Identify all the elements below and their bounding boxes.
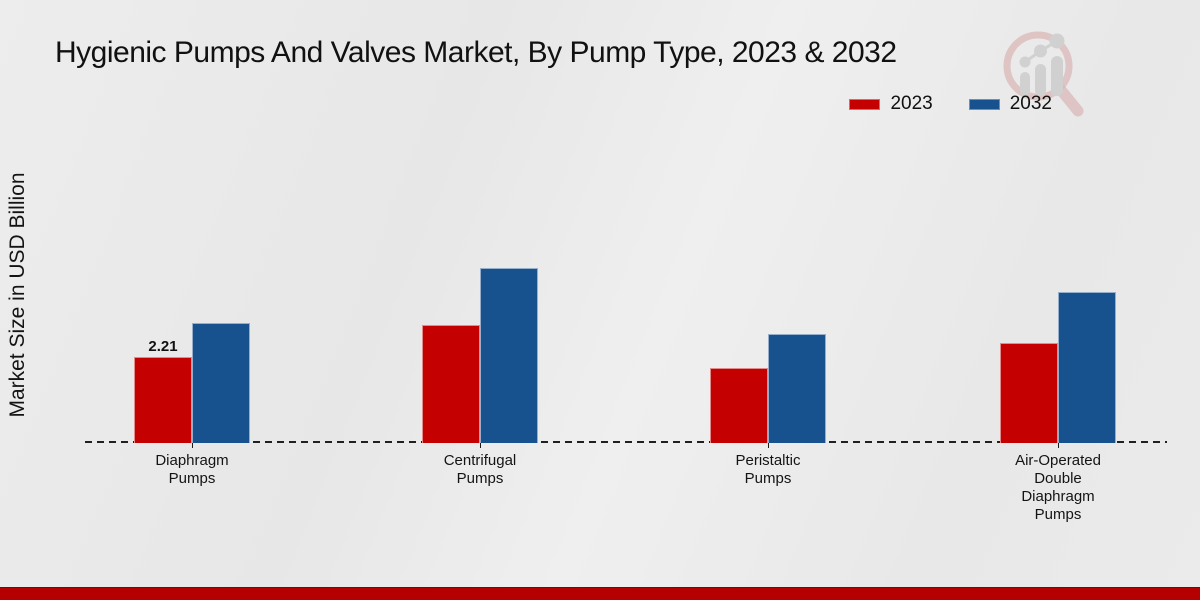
x-axis-category-label: Centrifugal Pumps xyxy=(443,452,517,487)
x-axis-baseline xyxy=(85,441,1167,443)
x-axis-category-label: Air-Operated Double Diaphragm Pumps xyxy=(1015,452,1101,523)
legend-item-2032: 2032 xyxy=(968,93,1052,115)
bar-value-label: 2.21 xyxy=(148,338,178,355)
x-axis-tick xyxy=(768,443,769,448)
x-axis-tick xyxy=(480,443,481,448)
bar-2032-peristaltic-pumps xyxy=(768,334,826,443)
footer-accent-band xyxy=(0,587,1200,600)
legend-swatch-2032 xyxy=(968,98,1000,110)
chart-title: Hygienic Pumps And Valves Market, By Pum… xyxy=(55,36,897,69)
bar-2023-air-operated-double-diaphragm-pumps xyxy=(1000,343,1058,443)
bar-2023-centrifugal-pumps xyxy=(422,325,480,443)
x-axis-tick xyxy=(192,443,193,448)
legend-swatch-2023 xyxy=(849,98,881,110)
x-axis-tick xyxy=(1058,443,1059,448)
legend: 2023 2032 xyxy=(849,93,1052,115)
legend-item-2023: 2023 xyxy=(849,93,933,115)
legend-label-2032: 2032 xyxy=(1009,93,1052,114)
bar-2032-centrifugal-pumps xyxy=(480,268,538,443)
bar-2032-diaphragm-pumps xyxy=(192,323,250,443)
bar-2023-peristaltic-pumps xyxy=(710,368,768,443)
magnifier-growth-chart-logo-icon xyxy=(1003,31,1084,117)
x-axis-category-label: Diaphragm Pumps xyxy=(155,452,229,487)
bar-2023-diaphragm-pumps xyxy=(134,357,192,443)
x-axis-category-label: Peristaltic Pumps xyxy=(735,452,801,487)
bar-2032-air-operated-double-diaphragm-pumps xyxy=(1058,292,1116,443)
legend-label-2023: 2023 xyxy=(890,93,933,114)
